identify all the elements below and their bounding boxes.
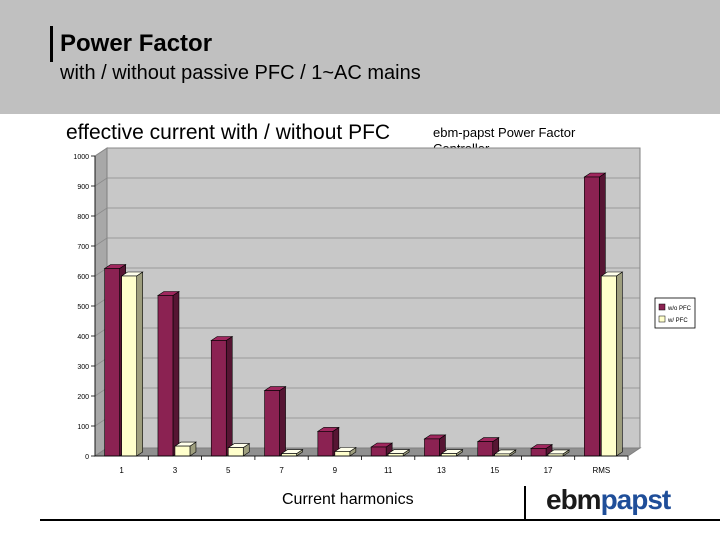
logo-divider — [524, 486, 526, 520]
slide-title: Power Factor — [60, 30, 213, 57]
x-tick-label: 5 — [226, 466, 231, 475]
bar-with-pfc — [120, 271, 144, 457]
y-tick-label: 900 — [77, 184, 89, 191]
bar-with-pfc — [173, 441, 197, 457]
bar-front-face — [227, 447, 244, 457]
logo-text-ebm: ebm — [546, 484, 602, 515]
bar-side-face — [616, 271, 623, 457]
bar-with-pfc — [600, 271, 624, 457]
x-tick-label: 17 — [544, 466, 553, 475]
chart-bars — [103, 172, 624, 457]
y-axis-ticks: 0 100 200 300 400 500 600 700 800 900 1000 — [73, 154, 96, 461]
bar-front-face — [157, 295, 174, 457]
y-tick-label: 0 — [85, 454, 89, 461]
y-tick-label: 200 — [77, 394, 89, 401]
bar-without-pfc — [476, 437, 500, 457]
bar-front-face — [584, 176, 600, 457]
x-tick-label: 1 — [119, 466, 124, 475]
y-tick-label: 300 — [77, 364, 89, 371]
legend-swatch — [658, 303, 666, 311]
x-tick-label: 15 — [490, 466, 499, 475]
bar-with-pfc — [493, 449, 517, 457]
bar-front-face — [317, 431, 334, 457]
bar-side-face — [172, 290, 180, 457]
bar-side-face — [225, 335, 233, 457]
chart-heading: effective current with / without PFC — [66, 121, 391, 144]
bar-front-face — [210, 340, 227, 457]
x-tick-label: 13 — [437, 466, 446, 475]
bar-without-pfc — [210, 335, 234, 457]
bar-with-pfc — [547, 449, 571, 457]
y-tick-label: 400 — [77, 334, 89, 341]
bar-without-pfc — [316, 426, 340, 457]
bar-front-face — [264, 390, 280, 457]
y-tick-label: 100 — [77, 424, 89, 431]
bar-without-pfc — [423, 434, 447, 457]
gridline — [94, 207, 640, 217]
ebmpapst-logo: ebmpapst — [546, 484, 672, 516]
bar-without-pfc — [156, 290, 180, 457]
y-tick-label: 1000 — [73, 154, 89, 161]
bar-without-pfc — [263, 386, 287, 457]
header-accent-bar — [50, 26, 53, 62]
gridline — [94, 177, 640, 187]
legend-swatch — [658, 315, 666, 323]
y-tick-label: 600 — [77, 274, 89, 281]
bar-front-face — [530, 448, 547, 457]
header-band — [0, 0, 720, 114]
slide-subtitle: with / without passive PFC / 1~AC mains — [60, 62, 421, 84]
x-tick-label: 9 — [333, 466, 338, 475]
y-tick-label: 500 — [77, 304, 89, 311]
bar-front-face — [104, 268, 120, 457]
bar-front-face — [121, 275, 137, 457]
y-tick-label: 700 — [77, 244, 89, 251]
legend-label: w/ PFC — [667, 318, 688, 324]
x-tick-label: 3 — [173, 466, 178, 475]
bar-with-pfc — [440, 449, 464, 457]
bar-with-pfc — [227, 443, 251, 457]
legend-box — [654, 297, 696, 329]
gridline — [94, 147, 640, 157]
bar-front-face — [174, 445, 191, 457]
bar-front-face — [601, 275, 617, 457]
bar-side-face — [136, 271, 143, 457]
bar-with-pfc — [280, 449, 304, 457]
footer-divider — [40, 519, 720, 521]
x-tick-label: 7 — [279, 466, 284, 475]
y-tick-label: 800 — [77, 214, 89, 221]
bar-front-face — [477, 441, 494, 457]
bar-front-face — [370, 446, 387, 457]
chart-legend: w/o PFC w/ PFC — [654, 297, 696, 329]
bar-front-face — [424, 438, 440, 457]
x-tick-label: 11 — [384, 466, 393, 475]
bar-front-face — [334, 451, 351, 457]
bar-side-face — [279, 386, 286, 457]
x-axis-ticks: 1 3 5 7 9 11 13 15 17 RMS — [95, 455, 629, 475]
gridline — [94, 237, 640, 247]
x-axis-label: Current harmonics — [282, 491, 414, 508]
legend-label: w/o PFC — [667, 306, 692, 312]
x-tick-label: RMS — [592, 466, 610, 475]
logo-text-papst: papst — [600, 484, 672, 515]
